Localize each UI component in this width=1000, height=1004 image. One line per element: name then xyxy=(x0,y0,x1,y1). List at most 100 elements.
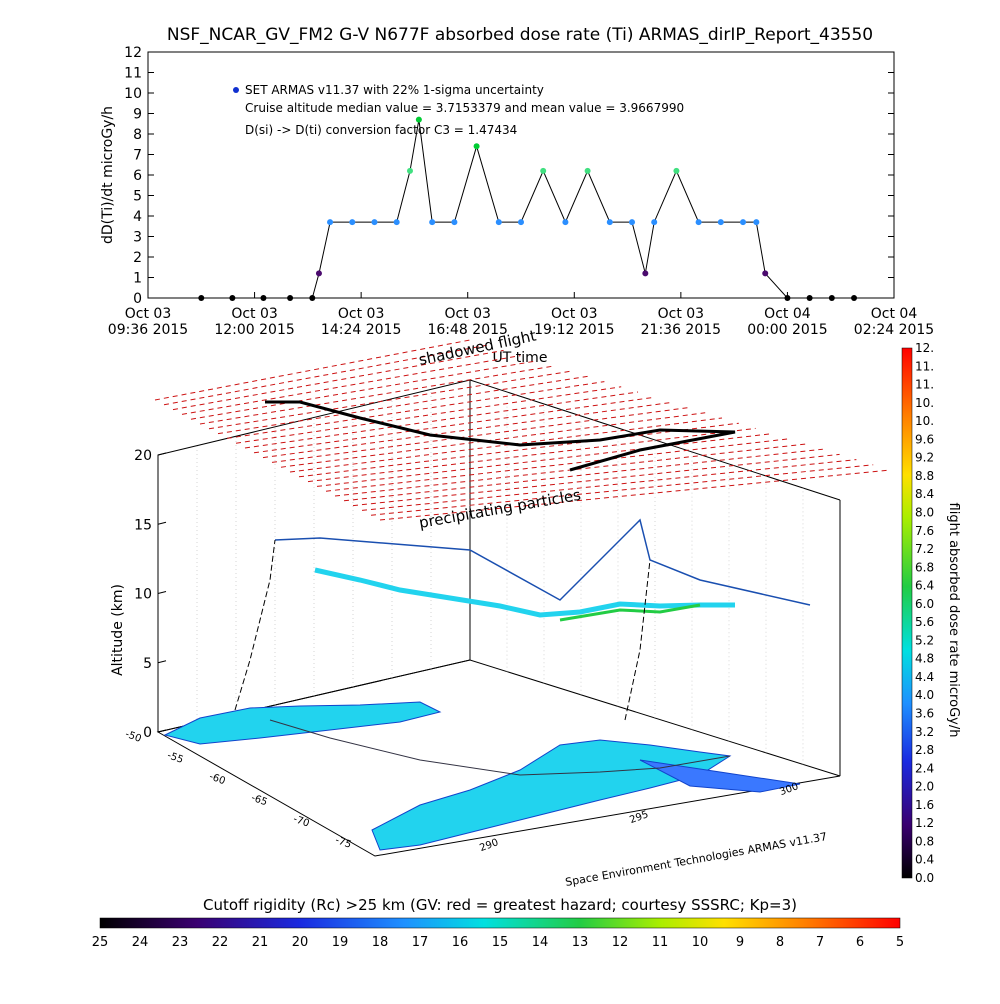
rigidity-colorbar-tick: 22 xyxy=(212,935,229,950)
y-tick-label: 12 xyxy=(124,45,142,61)
annotation-conversion: D(si) -> D(ti) conversion factor C3 = 1.… xyxy=(245,123,517,137)
precipitating-particles-layer xyxy=(154,339,891,521)
latitude-tick-label: -65 xyxy=(250,792,269,808)
particle-sheet-line xyxy=(226,381,605,439)
particle-sheet-line xyxy=(163,344,487,406)
rigidity-colorbar-tick: 20 xyxy=(292,935,309,950)
dose-point xyxy=(784,295,791,301)
particle-sheet-line xyxy=(307,427,756,483)
dose-colorbar-tick: 0.8 xyxy=(915,834,934,848)
altitude-tick-label: 15 xyxy=(134,517,152,533)
particle-sheet-line xyxy=(370,464,874,516)
dose-colorbar-label: flight absorbed dose rate microGy/h xyxy=(946,503,961,738)
rigidity-colorbar-tick: 5 xyxy=(896,935,904,950)
x-tick-label-date: Oct 04 xyxy=(871,306,918,322)
dose-colorbar-ticks: 0.0 0.4 0.8 1.2 1.6 2.0 2.4 2.8 3.2 3.6 4.0 4.4 4.8 5… xyxy=(915,341,934,885)
x-tick-label-time: 09:36 2015 xyxy=(108,322,188,338)
altitude-tick-mark xyxy=(157,521,167,525)
dose-point xyxy=(753,219,760,226)
dose-colorbar-tick: 11. xyxy=(915,378,934,392)
legend: SET ARMAS v11.37 with 22% 1-sigma uncert… xyxy=(233,83,684,137)
rigidity-colorbar: Cutoff rigidity (Rc) >25 km (GV: red = g… xyxy=(92,896,904,950)
dose-colorbar-tick: 8.0 xyxy=(915,505,934,519)
rigidity-colorbar-tick: 16 xyxy=(452,935,469,950)
dose-point xyxy=(562,219,569,226)
flight-floor-projection xyxy=(269,719,731,776)
dose-colorbar: 0.0 0.4 0.8 1.2 1.6 2.0 2.4 2.8 3.2 3.6 4.0 4.4 4.8 5… xyxy=(901,341,961,885)
dose-colorbar-tick: 9.2 xyxy=(915,451,934,465)
latitude-ticks: -50 -55 -60 -65 -70 -75 xyxy=(124,729,353,851)
rigidity-colorbar-tick: 18 xyxy=(372,935,389,950)
dose-colorbar-tick: 6.4 xyxy=(915,579,934,593)
altitude-tick-mark xyxy=(157,452,167,456)
x-tick-label-date: Oct 03 xyxy=(125,306,171,322)
dose-point xyxy=(371,219,378,226)
dose-point xyxy=(315,270,322,277)
dose-point xyxy=(828,295,835,301)
dose-point xyxy=(673,167,680,174)
dose-point xyxy=(406,167,413,174)
x-tick-label-date: Oct 03 xyxy=(231,306,277,322)
particle-sheet-line xyxy=(379,469,891,521)
dose-point xyxy=(198,295,205,301)
annotation-median: Cruise altitude median value = 3.7153379… xyxy=(245,101,684,115)
particle-sheet-line xyxy=(190,360,538,420)
rigidity-colorbar-tick: 15 xyxy=(492,935,509,950)
dose-series xyxy=(198,116,858,301)
particle-sheet-line xyxy=(352,453,840,507)
dose-colorbar-tick: 10. xyxy=(915,414,934,428)
legend-marker xyxy=(233,87,239,93)
dose-point xyxy=(495,219,502,226)
dose-point xyxy=(762,270,769,277)
altitude-tick-label: 0 xyxy=(143,725,152,741)
y-tick-label: 1 xyxy=(133,271,142,287)
particle-sheet-line xyxy=(262,401,672,459)
dose-point xyxy=(229,295,236,301)
flight-dose-segment xyxy=(559,603,701,622)
dose-point xyxy=(629,219,636,226)
rigidity-colorbar-tick: 24 xyxy=(132,935,149,950)
flight-altitude-profile xyxy=(274,518,811,606)
dose-point xyxy=(327,219,334,226)
dose-colorbar-tick: 8.4 xyxy=(915,487,934,501)
altitude-ticks: 0 5 10 15 20 xyxy=(134,448,167,741)
flight-dose-trace xyxy=(314,567,735,618)
rigidity-colorbar-tick: 17 xyxy=(412,935,429,950)
rigidity-colorbar-ramp xyxy=(99,917,901,929)
rigidity-colorbar-tick: 21 xyxy=(252,935,269,950)
x-tick-label-time: 19:12 2015 xyxy=(534,322,614,338)
dose-point xyxy=(695,219,702,226)
x-axis-label: UT time xyxy=(493,350,548,366)
dose-point xyxy=(806,295,813,301)
rigidity-colorbar-tick: 12 xyxy=(612,935,629,950)
dose-colorbar-tick: 1.2 xyxy=(915,816,934,830)
dose-colorbar-tick: 4.8 xyxy=(915,652,934,666)
x-tick-label-time: 16:48 2015 xyxy=(427,322,507,338)
x-tick-label-date: Oct 04 xyxy=(764,306,811,322)
latitude-tick-label: -60 xyxy=(208,771,227,787)
dose-colorbar-tick: 1.6 xyxy=(915,798,934,812)
altitude-tick-label: 10 xyxy=(134,587,152,603)
dose-colorbar-tick: 3.2 xyxy=(915,725,934,739)
dose-colorbar-tick: 2.0 xyxy=(915,780,934,794)
dose-colorbar-tick: 2.8 xyxy=(915,743,934,757)
y-tick-label: 3 xyxy=(133,230,142,246)
dose-point xyxy=(473,143,480,150)
dose-colorbar-tick: 11. xyxy=(915,359,934,373)
latitude-tick-label: -50 xyxy=(124,729,143,745)
y-axis-label: dD(Ti)/dt microGy/h xyxy=(100,106,116,244)
dose-point xyxy=(740,219,747,226)
flight-descent xyxy=(624,559,651,721)
dose-colorbar-tick: 5.6 xyxy=(915,615,934,629)
longitude-tick-label: 290 xyxy=(478,837,500,854)
y-tick-label: 4 xyxy=(133,209,142,225)
altitude-axis-label: Altitude (km) xyxy=(110,584,126,676)
dose-colorbar-tick: 7.6 xyxy=(915,524,934,538)
altitude-tick-label: 20 xyxy=(134,448,152,464)
x-tick-label-time: 14:24 2015 xyxy=(321,322,401,338)
particle-sheet-line xyxy=(316,433,773,487)
